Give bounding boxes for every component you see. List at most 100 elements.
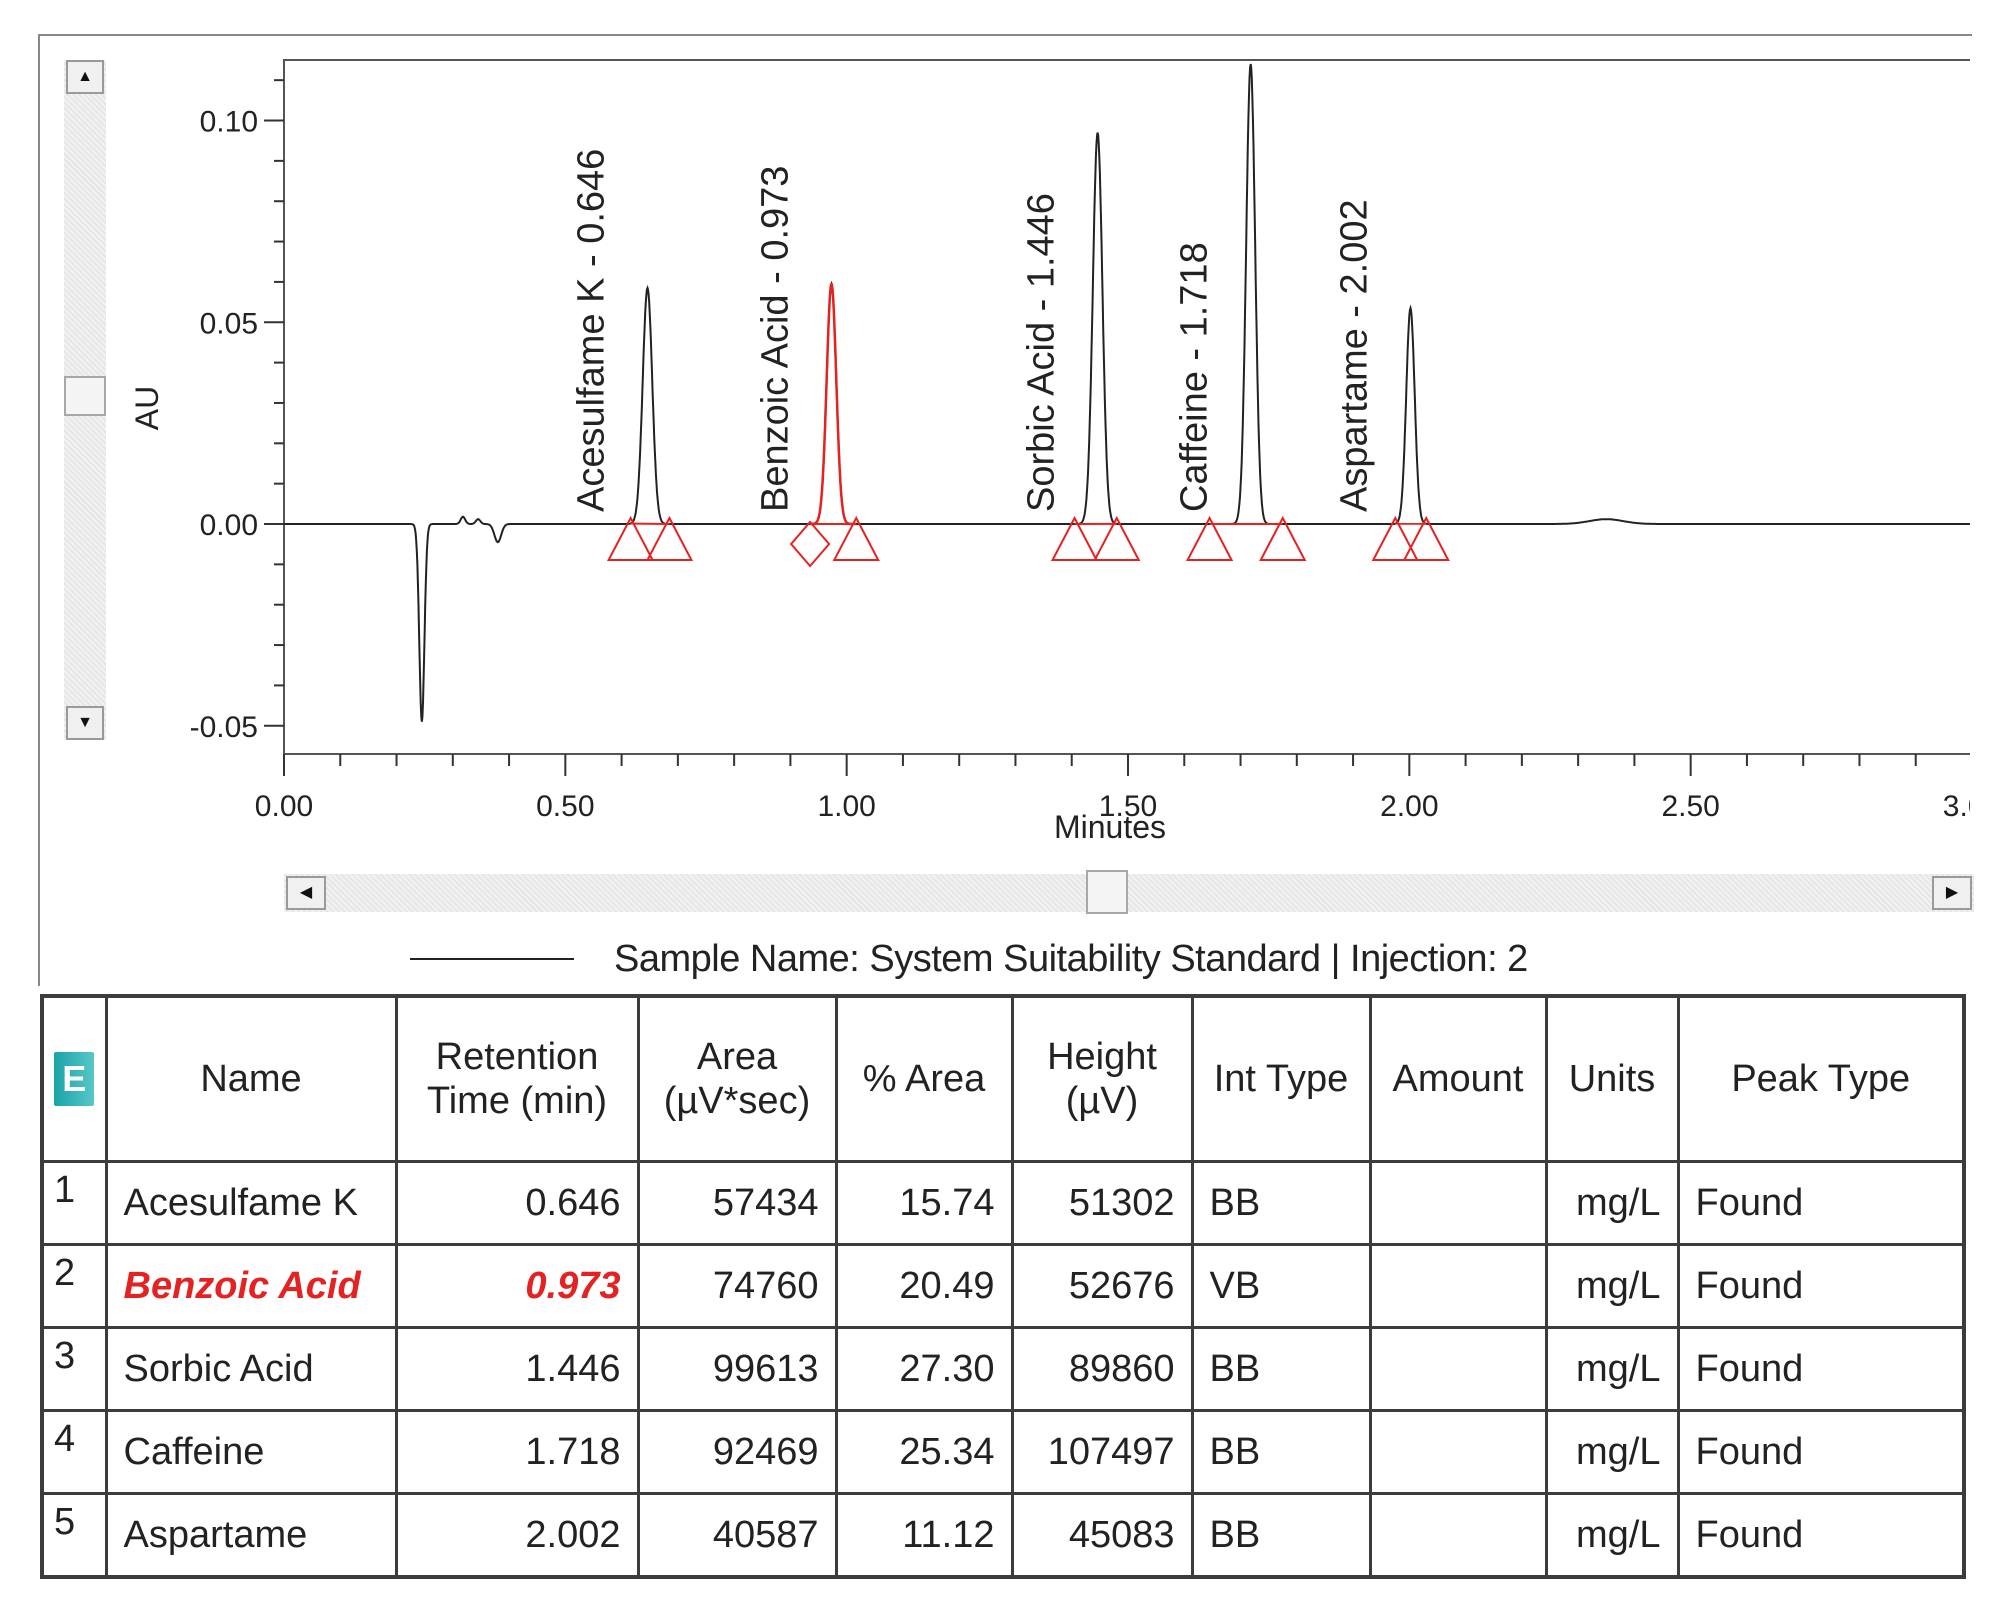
chromatogram-line	[284, 63, 1970, 722]
header-peak-type[interactable]: Peak Type	[1676, 994, 1966, 1163]
cell-peak-type: Found	[1676, 1243, 1966, 1329]
cell-amount	[1368, 1160, 1548, 1246]
cell-retention-time: 0.646	[394, 1160, 640, 1246]
chromatogram-panel: 0.10 0.05 0.00 -0.05 0.00 0.50 1.00 1.50 2.00 2.…	[38, 34, 1974, 986]
cell-row-number: 2	[40, 1243, 108, 1329]
cell-name: Aspartame	[104, 1492, 398, 1579]
cell-units: mg/L	[1544, 1492, 1680, 1579]
cell-name: Caffeine	[104, 1409, 398, 1495]
triangle-marker	[832, 515, 880, 562]
cell-row-number: 5	[40, 1492, 108, 1579]
cell-area: 92469	[636, 1409, 838, 1495]
cell-percent-area: 25.34	[834, 1409, 1014, 1495]
cell-row-number: 4	[40, 1409, 108, 1495]
plot-border	[283, 59, 1970, 755]
cell-units: mg/L	[1544, 1243, 1680, 1329]
triangle-marker	[1371, 515, 1419, 562]
peak-label: Caffeine - 1.718	[1174, 242, 1216, 512]
cell-peak-type: Found	[1676, 1326, 1966, 1412]
cell-peak-type: Found	[1676, 1492, 1966, 1579]
scroll-right-button[interactable]: ▶	[1932, 876, 1972, 910]
cell-int-type: BB	[1190, 1492, 1372, 1579]
table-header-row: E Name Retention Time (min) Area (µV*sec…	[40, 994, 1966, 1163]
table-export-cell[interactable]: E	[40, 994, 108, 1163]
triangle-marker	[606, 515, 655, 562]
cell-units: mg/L	[1544, 1160, 1680, 1246]
cell-percent-area: 15.74	[834, 1160, 1014, 1246]
x-tick-label: 1.00	[817, 790, 875, 823]
cell-percent-area: 27.30	[834, 1326, 1014, 1412]
cell-area: 57434	[636, 1160, 838, 1246]
peak-labels: Acesulfame K - 0.646 Benzoic Acid - 0.973…	[570, 149, 1375, 512]
cell-peak-type: Found	[1676, 1409, 1966, 1495]
header-retention-time[interactable]: Retention Time (min)	[394, 994, 640, 1163]
x-tick-label: 0.50	[536, 790, 594, 823]
cell-name: Benzoic Acid	[104, 1243, 398, 1329]
chromatogram-trace	[284, 63, 1970, 722]
horizontal-scroll-thumb[interactable]	[1086, 870, 1128, 914]
cell-height: 52676	[1010, 1243, 1194, 1329]
cell-row-number: 3	[40, 1326, 108, 1412]
horizontal-scroll-track[interactable]	[284, 874, 1974, 912]
cell-height: 51302	[1010, 1160, 1194, 1246]
table-row[interactable]: 1 Acesulfame K 0.646 57434 15.74 51302 BB mg/L F…	[40, 1160, 1966, 1246]
y-tick-label: 0.00	[200, 509, 258, 542]
cell-name: Acesulfame K	[104, 1160, 398, 1246]
integration-markers	[606, 282, 1450, 568]
chevron-up-icon: ▲	[77, 68, 93, 85]
x-axis: 0.00 0.50 1.00 1.50 2.00 2.50 3.00	[255, 754, 1970, 823]
chevron-right-icon: ▶	[1945, 884, 1959, 901]
chevron-left-icon: ◀	[299, 884, 313, 901]
cell-area: 40587	[636, 1492, 838, 1579]
cell-retention-time: 2.002	[394, 1492, 640, 1579]
triangle-marker	[1185, 515, 1234, 562]
table-row[interactable]: 5 Aspartame 2.002 40587 11.12 45083 BB mg/L Foun…	[40, 1492, 1966, 1579]
scroll-up-button[interactable]: ▲	[66, 60, 104, 94]
cell-units: mg/L	[1544, 1326, 1680, 1412]
triangle-marker	[645, 515, 694, 562]
table-row[interactable]: 4 Caffeine 1.718 92469 25.34 107497 BB mg/L Foun…	[40, 1409, 1966, 1495]
chevron-down-icon: ▼	[77, 714, 93, 731]
cell-peak-type: Found	[1676, 1160, 1966, 1246]
y-axis-label: AU	[129, 386, 165, 430]
legend-line-swatch	[410, 958, 574, 960]
peak-label: Acesulfame K - 0.646	[570, 149, 612, 512]
cell-units: mg/L	[1544, 1409, 1680, 1495]
cell-height: 89860	[1010, 1326, 1194, 1412]
y-tick-label: 0.05	[200, 307, 258, 340]
x-tick-label: 0.00	[255, 790, 313, 823]
x-tick-label: 2.50	[1661, 790, 1719, 823]
table-row[interactable]: 3 Sorbic Acid 1.446 99613 27.30 89860 BB mg/L Fo…	[40, 1326, 1966, 1412]
cell-percent-area: 11.12	[834, 1492, 1014, 1579]
header-height[interactable]: Height (µV)	[1010, 994, 1194, 1163]
diamond-marker	[789, 520, 831, 568]
cell-height: 45083	[1010, 1492, 1194, 1579]
triangle-marker	[1259, 515, 1307, 562]
scroll-left-button[interactable]: ◀	[286, 876, 326, 910]
y-tick-label: 0.10	[200, 106, 258, 139]
y-axis: 0.10 0.05 0.00 -0.05	[190, 79, 284, 744]
chromatogram-chart: 0.10 0.05 0.00 -0.05 0.00 0.50 1.00 1.50 2.00 2.…	[129, 59, 1970, 845]
x-tick-label: 2.00	[1380, 790, 1438, 823]
header-name[interactable]: Name	[104, 994, 398, 1163]
cell-int-type: VB	[1190, 1243, 1372, 1329]
x-tick-label: 3.00	[1943, 790, 1970, 823]
cell-amount	[1368, 1326, 1548, 1412]
header-area[interactable]: Area (µV*sec)	[636, 994, 838, 1163]
plot-frame	[283, 59, 1970, 755]
triangle-marker	[1402, 515, 1450, 562]
export-icon[interactable]: E	[54, 1052, 95, 1106]
cell-int-type: BB	[1190, 1326, 1372, 1412]
vertical-scroll-thumb[interactable]	[64, 376, 106, 416]
header-percent-area[interactable]: % Area	[834, 994, 1014, 1163]
cell-percent-area: 20.49	[834, 1243, 1014, 1329]
cell-area: 74760	[636, 1243, 838, 1329]
header-amount[interactable]: Amount	[1368, 994, 1548, 1163]
table-row[interactable]: 2 Benzoic Acid 0.973 74760 20.49 52676 VB mg/L F…	[40, 1243, 1966, 1329]
x-axis-label: Minutes	[1054, 809, 1166, 845]
scroll-down-button[interactable]: ▼	[66, 706, 104, 740]
cell-int-type: BB	[1190, 1160, 1372, 1246]
header-int-type[interactable]: Int Type	[1190, 994, 1372, 1163]
highlighted-peak-trace	[810, 282, 857, 526]
header-units[interactable]: Units	[1544, 994, 1680, 1163]
